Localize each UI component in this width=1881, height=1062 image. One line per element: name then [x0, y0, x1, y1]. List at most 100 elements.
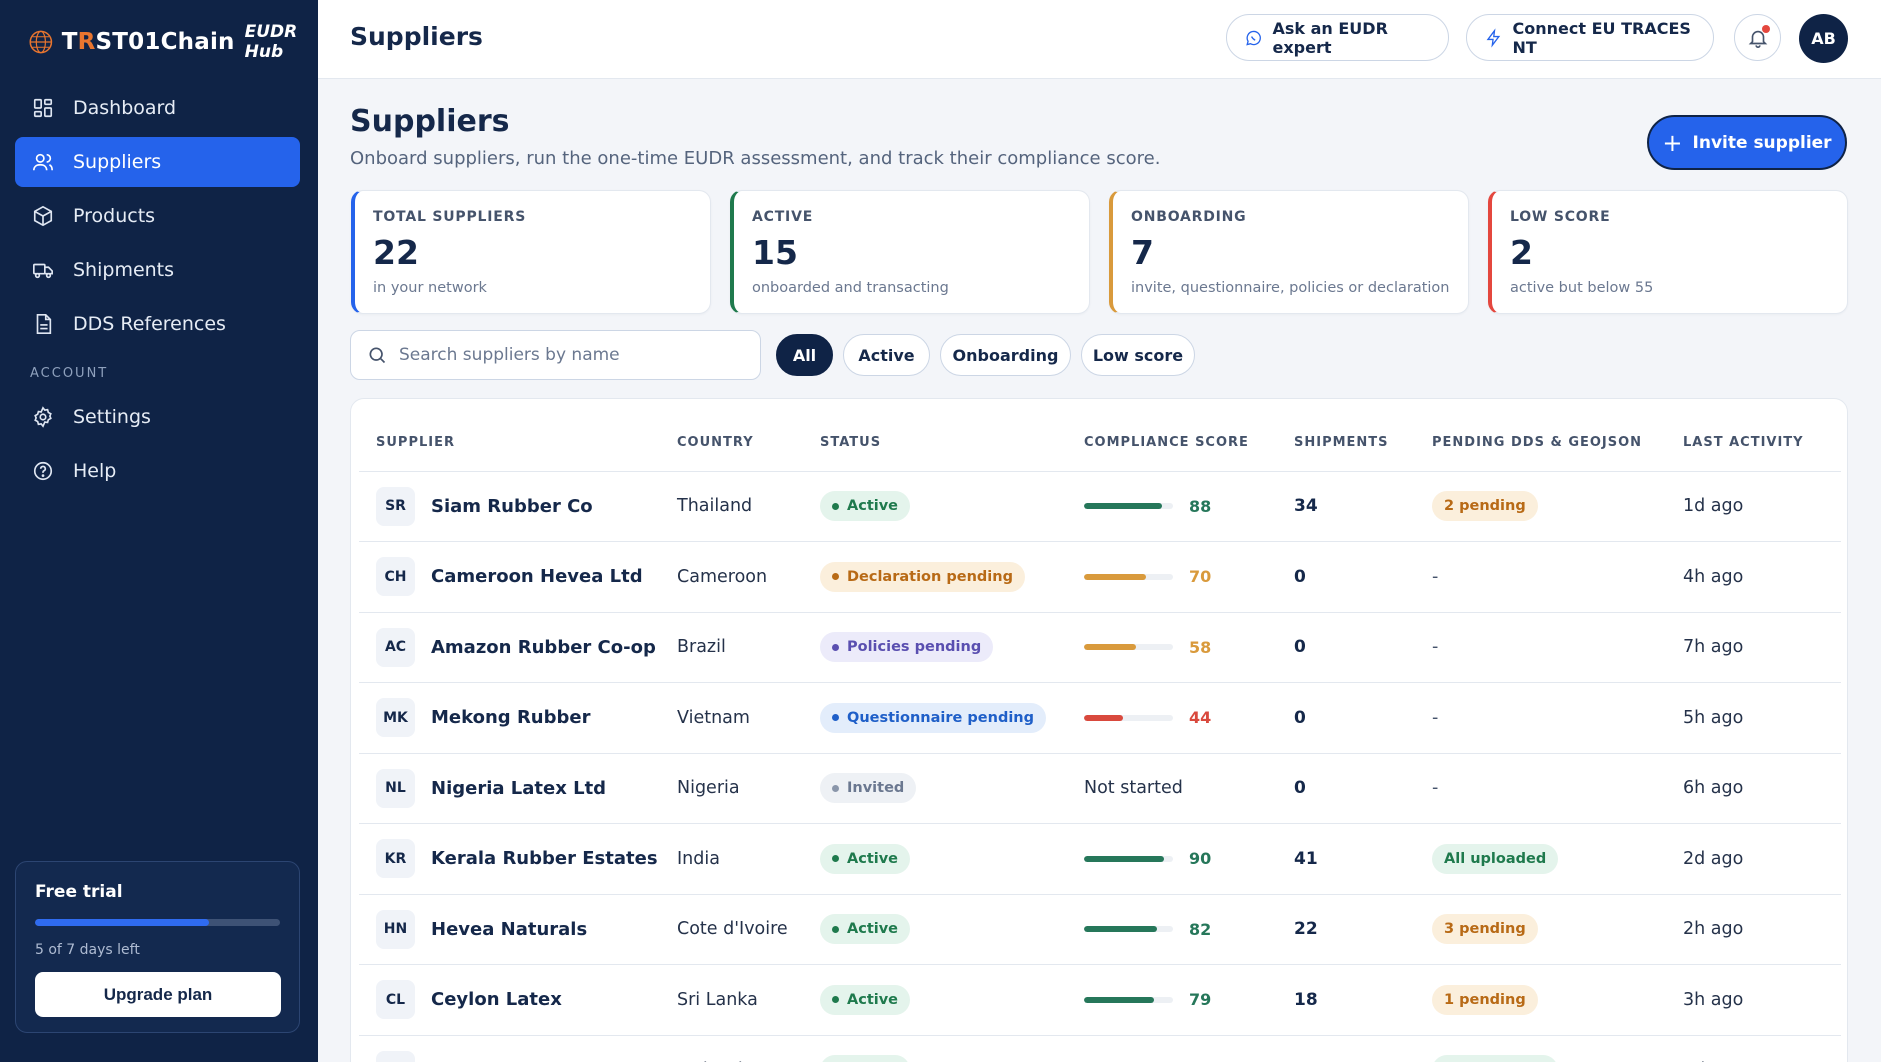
table-row[interactable]: CH Cameroon Hevea Ltd Cameroon Declarati… [359, 541, 1841, 613]
status-dot [832, 573, 839, 581]
column-country[interactable]: COUNTRY [677, 415, 820, 472]
stat-note: invite, questionnaire, policies or decla… [1131, 280, 1450, 296]
connect-traces-button[interactable]: Connect EU TRACES NT [1466, 14, 1714, 61]
invite-supplier-button[interactable]: + Invite supplier [1647, 115, 1847, 170]
dashboard-icon [31, 96, 55, 120]
supplier-initials-avatar: HN [376, 909, 415, 949]
table-row[interactable]: HN Hevea Naturals Cote d'Ivoire Active 8… [359, 894, 1841, 965]
sidebar-item-dashboard[interactable]: Dashboard [15, 83, 300, 133]
sidebar-item-label: Products [73, 205, 156, 227]
last-activity: 6h ago [1683, 753, 1841, 824]
stat-label: ONBOARDING [1131, 209, 1247, 225]
globe-logo-icon [29, 30, 53, 54]
notifications-button[interactable] [1734, 14, 1781, 61]
score-value: 79 [1189, 990, 1212, 1010]
supplier-name[interactable]: Cameroon Hevea Ltd [431, 566, 643, 588]
account-nav: Settings Help [15, 392, 300, 500]
supplier-name[interactable]: Amazon Rubber Co-op [431, 636, 656, 658]
supplier-country: Cameroon [677, 541, 820, 613]
last-activity: 2d ago [1683, 823, 1841, 895]
pending-badge: 2 pending [1432, 491, 1538, 522]
filter-all[interactable]: All [776, 334, 833, 376]
free-trial-card: Free trial 5 of 7 days left Upgrade plan [15, 861, 300, 1033]
table-row[interactable]: MR Malaysia Rubber Supply Malaysia Activ… [359, 1035, 1841, 1062]
stat-note: active but below 55 [1510, 280, 1654, 296]
status-dot [832, 643, 839, 651]
filter-active[interactable]: Active [843, 334, 930, 376]
app-logo[interactable]: TRST01Chain EUDR Hub [28, 22, 318, 62]
score-bar [1084, 644, 1173, 651]
filter-onboarding[interactable]: Onboarding [940, 334, 1071, 376]
last-activity: 7h ago [1683, 612, 1841, 683]
document-icon [31, 312, 55, 336]
chat-icon [1246, 30, 1261, 45]
upgrade-plan-button[interactable]: Upgrade plan [35, 972, 281, 1017]
supplier-cell: MK Mekong Rubber [376, 698, 677, 738]
supplier-name[interactable]: Hevea Naturals [431, 918, 588, 940]
plus-icon: + [1662, 128, 1683, 157]
trial-progress-fill [35, 919, 209, 926]
notification-dot [1762, 25, 1770, 33]
shipments-count: 18 [1294, 989, 1318, 1010]
table-row[interactable]: KR Kerala Rubber Estates India Active 90… [359, 823, 1841, 895]
score-bar [1084, 573, 1173, 580]
column-last-activity[interactable]: LAST ACTIVITY [1683, 415, 1841, 472]
sidebar-item-suppliers[interactable]: Suppliers [15, 137, 300, 187]
page-title: Suppliers [350, 104, 510, 139]
stat-label: ACTIVE [752, 209, 814, 225]
logo-wordmark: TRST01Chain [62, 29, 235, 55]
sidebar-item-label: Suppliers [73, 151, 162, 173]
table-row[interactable]: MK Mekong Rubber Vietnam Questionnaire p… [359, 682, 1841, 754]
table-row[interactable]: NL Nigeria Latex Ltd Nigeria Invited Not… [359, 753, 1841, 824]
status-label: Active [847, 921, 899, 938]
trial-title: Free trial [35, 882, 123, 902]
supplier-name[interactable]: Siam Rubber Co [431, 495, 593, 517]
bell-icon [1748, 30, 1767, 48]
supplier-name[interactable]: Mekong Rubber [431, 707, 591, 729]
sidebar-item-products[interactable]: Products [15, 191, 300, 241]
supplier-name[interactable]: Nigeria Latex Ltd [431, 777, 607, 799]
score-bar-fill [1084, 503, 1163, 510]
sidebar-item-dds-references[interactable]: DDS References [15, 299, 300, 349]
supplier-initials-avatar: SR [376, 486, 415, 526]
user-avatar[interactable]: AB [1799, 14, 1848, 63]
main-nav: Dashboard Suppliers Products Shipments D… [15, 83, 300, 353]
table-row[interactable]: AC Amazon Rubber Co-op Brazil Policies p… [359, 612, 1841, 683]
status-label: Questionnaire pending [847, 709, 1034, 726]
sidebar-item-help[interactable]: Help [15, 446, 300, 496]
score-value: 88 [1189, 496, 1212, 516]
last-activity: 4h ago [1683, 541, 1841, 613]
table-row[interactable]: CL Ceylon Latex Sri Lanka Active 79 18 1… [359, 964, 1841, 1036]
invite-supplier-label: Invite supplier [1692, 132, 1832, 153]
filter-low-score[interactable]: Low score [1081, 334, 1195, 376]
score-value: 44 [1189, 708, 1212, 728]
column-shipments[interactable]: SHIPMENTS [1294, 415, 1432, 472]
score-bar-fill [1084, 714, 1124, 721]
shipments-count: 22 [1294, 919, 1318, 940]
status-dot [832, 502, 839, 510]
supplier-name[interactable]: Malaysia Rubber Supply [431, 1060, 675, 1062]
supplier-country: Malaysia [677, 1035, 820, 1062]
table-row[interactable]: SR Siam Rubber Co Thailand Active 88 34 … [359, 471, 1841, 542]
sidebar-item-settings[interactable]: Settings [15, 392, 300, 442]
column-pending-dds[interactable]: PENDING DDS & GEOJSON [1432, 415, 1683, 472]
shipments-count: 0 [1294, 637, 1306, 658]
supplier-name[interactable]: Ceylon Latex [431, 989, 562, 1011]
column-compliance-score[interactable]: COMPLIANCE SCORE [1084, 415, 1294, 472]
column-supplier[interactable]: SUPPLIER [359, 415, 677, 472]
trial-days-left: 5 of 7 days left [35, 942, 140, 958]
status-badge: Declaration pending [820, 561, 1025, 592]
search-input[interactable] [399, 345, 739, 365]
status-badge: Active [820, 914, 911, 945]
supplier-name[interactable]: Kerala Rubber Estates [431, 848, 658, 870]
sidebar-item-shipments[interactable]: Shipments [15, 245, 300, 295]
supplier-country: Brazil [677, 612, 820, 683]
stat-card-onboarding: ONBOARDING 7 invite, questionnaire, poli… [1109, 190, 1469, 314]
suppliers-table: SUPPLIER COUNTRY STATUS COMPLIANCE SCORE… [359, 415, 1841, 1062]
suppliers-table-card: SUPPLIER COUNTRY STATUS COMPLIANCE SCORE… [350, 398, 1848, 1062]
ask-expert-button[interactable]: Ask an EUDR expert [1226, 14, 1449, 61]
supplier-cell: SR Siam Rubber Co [376, 486, 677, 526]
status-label: Active [847, 498, 899, 515]
column-status[interactable]: STATUS [820, 415, 1084, 472]
score-bar [1084, 714, 1173, 721]
